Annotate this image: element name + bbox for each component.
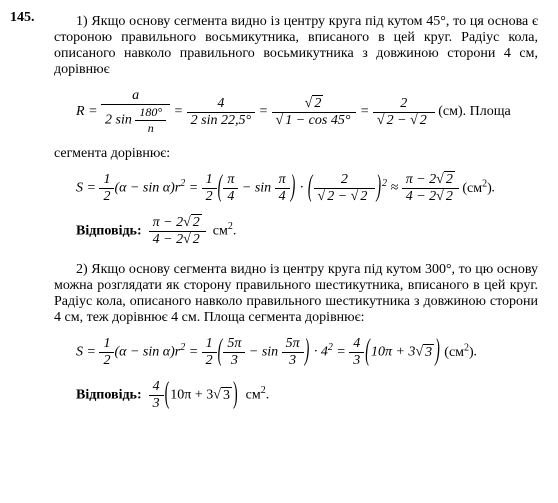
part1-intro: 1) Якщо основу сегмента видно із центру … [54,14,538,78]
answer-2: Відповідь: 43(10π + 3√3) см2. [76,379,538,412]
problem-number: 145. [10,10,40,26]
answer-1: Відповідь: π − 2√24 − 2√2 см2. [76,215,538,248]
segment-text-1: сегмента дорівнює: [54,146,538,162]
part2-intro: 2) Якщо основу сегмента видно із центру … [54,262,538,326]
formula-S1: S = 12(α − sin α)r2 = 12(π4 − sin π4) · … [76,172,538,205]
formula-R: R = a2 sin 180°n = 42 sin 22,5° = √2√1 −… [76,88,538,136]
problem-body: 1) Якщо основу сегмента видно із центру … [54,10,538,426]
formula-S2: S = 12(α − sin α)r2 = 12(5π3 − sin 5π3) … [76,336,538,369]
